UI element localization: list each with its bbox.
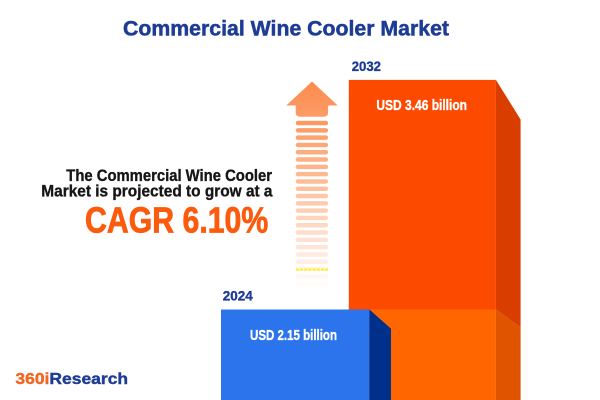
svg-text:The Commercial Wine Cooler: The Commercial Wine Cooler bbox=[66, 167, 272, 185]
svg-text:CAGR 6.10%: CAGR 6.10% bbox=[85, 200, 268, 241]
svg-text:2032: 2032 bbox=[352, 59, 381, 74]
svg-text:Market is projected to grow at: Market is projected to grow at a bbox=[41, 183, 273, 201]
svg-text:USD 3.46 billion: USD 3.46 billion bbox=[376, 98, 467, 114]
svg-text:USD 2.15 billion: USD 2.15 billion bbox=[250, 328, 337, 344]
svg-text:Commercial Wine Cooler Market: Commercial Wine Cooler Market bbox=[123, 17, 449, 40]
svg-text:2024: 2024 bbox=[223, 289, 253, 304]
